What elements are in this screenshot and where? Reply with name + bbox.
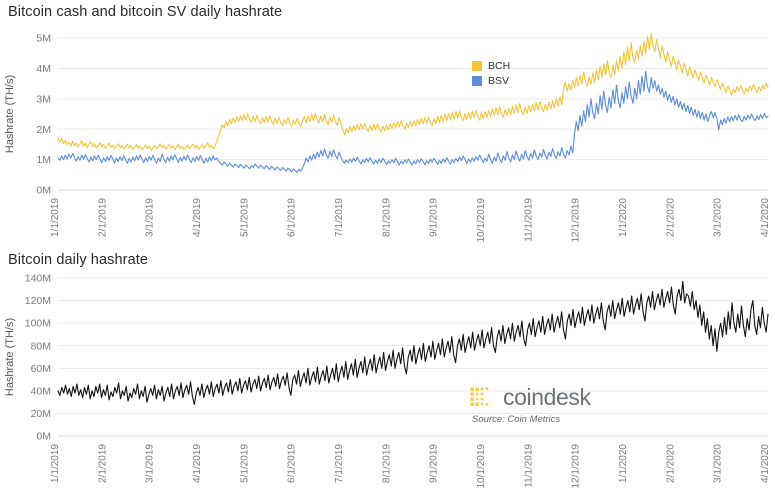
x-axis-tick-label: 12/1/2019 <box>571 444 582 489</box>
chart-block-bch-bsv: Bitcoin cash and bitcoin SV daily hashra… <box>0 0 775 248</box>
x-axis-tick-label: 3/1/2020 <box>713 444 724 483</box>
x-axis-tick-label: 4/1/2020 <box>760 198 771 237</box>
logo-dot <box>470 386 474 391</box>
y-axis-title: Hashrate (TH/s) <box>4 75 16 153</box>
chart-block-btc: Bitcoin daily hashrate 0M 20M 40M 60M 80M 100… <box>0 248 775 500</box>
legend-swatch-bch <box>472 61 482 71</box>
logo-dot <box>475 386 479 391</box>
x-axis-tick-label: 4/1/2019 <box>192 198 203 237</box>
x-axis-tick-label: 4/1/2020 <box>760 444 771 483</box>
y-axis-tick-label: 0M <box>36 185 51 197</box>
chart-title-bch-bsv: Bitcoin cash and bitcoin SV daily hashra… <box>8 4 283 20</box>
logo-dot <box>480 392 484 395</box>
x-axis-tick-label: 8/1/2019 <box>381 444 392 483</box>
x-axis-tick-label: 2/1/2020 <box>665 198 676 237</box>
x-axis-tick-label: 7/1/2019 <box>334 444 345 483</box>
y-axis-tick-label: 20M <box>31 408 51 420</box>
y-axis-tick-label: 140M <box>25 273 51 285</box>
y-axis-tick-label: 0M <box>36 431 51 443</box>
chart-svg-bch-bsv: 0M 1M 2M 3M 4M 5M Hashrate (TH/s) 1/1/2019 2/1/2… <box>4 32 771 243</box>
y-axis-tick-label: 5M <box>36 33 51 45</box>
legend-swatch-bsv <box>472 76 482 86</box>
x-axis-tick-label: 3/1/2019 <box>145 198 156 237</box>
brand-row: coindesk <box>470 384 670 411</box>
logo-dot <box>480 402 484 405</box>
x-axis-tick-label: 12/1/2019 <box>571 198 582 243</box>
x-axis-tick-label: 10/1/2019 <box>476 444 487 489</box>
x-axis-tick-label: 4/1/2019 <box>192 444 203 483</box>
y-axis-tick-label: 3M <box>36 93 51 105</box>
series-line-btc <box>57 280 769 405</box>
source-attribution: Source: Coin Metrics <box>472 414 561 425</box>
x-axis-tick-label: 10/1/2019 <box>476 198 487 243</box>
series-line-bsv <box>57 70 769 173</box>
y-axis-tick-label: 2M <box>36 124 51 136</box>
brand-wordmark: coindesk <box>503 384 591 410</box>
logo-dot <box>475 397 479 400</box>
y-axis-tick-label: 1M <box>36 154 51 166</box>
x-axis-tick-label: 3/1/2020 <box>713 198 724 237</box>
chart-title-btc: Bitcoin daily hashrate <box>8 252 149 268</box>
legend-label-bch: BCH <box>488 60 510 72</box>
x-axis-tick-label: 5/1/2019 <box>239 198 250 237</box>
logo-dot <box>485 402 489 406</box>
x-axis-tick-label: 7/1/2019 <box>334 198 345 237</box>
x-axis-tick-label: 11/1/2019 <box>523 444 534 488</box>
logo-dot <box>475 401 479 406</box>
logo-dot <box>470 396 474 401</box>
x-axis-tick-label: 8/1/2019 <box>381 198 392 237</box>
logo-dot <box>480 387 484 390</box>
logo-dot <box>475 392 479 395</box>
x-axis-tick-label: 1/1/2020 <box>618 198 629 237</box>
y-axis-tick-label: 100M <box>25 318 51 330</box>
x-axis-tick-label: 1/1/2019 <box>50 444 61 483</box>
legend-label-bsv: BSV <box>488 75 509 87</box>
x-axis-tick-label: 2/1/2019 <box>97 198 108 237</box>
x-axis-tick-label: 9/1/2019 <box>429 198 440 237</box>
y-axis-tick-label: 4M <box>36 63 51 75</box>
chart-svg-btc: 0M 20M 40M 60M 80M 100M 120M 140M Hashrate (TH/s… <box>4 273 771 489</box>
x-axis-tick-label: 2/1/2020 <box>665 444 676 483</box>
y-axis-title: Hashrate (TH/s) <box>4 318 16 396</box>
series-line-bch <box>57 32 769 151</box>
x-axis-tick-label: 6/1/2019 <box>287 444 298 483</box>
x-axis-tick-label: 5/1/2019 <box>239 444 250 483</box>
x-axis-tick-label: 9/1/2019 <box>429 444 440 483</box>
y-axis-tick-label: 60M <box>31 363 51 375</box>
y-axis-tick-label: 80M <box>31 340 51 352</box>
logo-dot <box>485 386 489 390</box>
coindesk-logo-icon <box>470 386 489 406</box>
branding: coindesk Source: Coin Metrics <box>470 384 670 425</box>
x-axis-tick-label: 1/1/2020 <box>618 444 629 483</box>
x-axis-tick-label: 3/1/2019 <box>145 444 156 483</box>
x-axis-tick-label: 11/1/2019 <box>523 198 534 242</box>
y-axis-tick-label: 120M <box>25 295 51 307</box>
logo-dot <box>470 391 474 396</box>
x-axis-tick-label: 2/1/2019 <box>97 444 108 483</box>
logo-dot <box>470 401 474 406</box>
y-axis-tick-label: 40M <box>31 385 51 397</box>
logo-dot <box>480 397 484 400</box>
x-axis-tick-label: 6/1/2019 <box>287 198 298 237</box>
x-axis-tick-label: 1/1/2019 <box>50 198 61 237</box>
